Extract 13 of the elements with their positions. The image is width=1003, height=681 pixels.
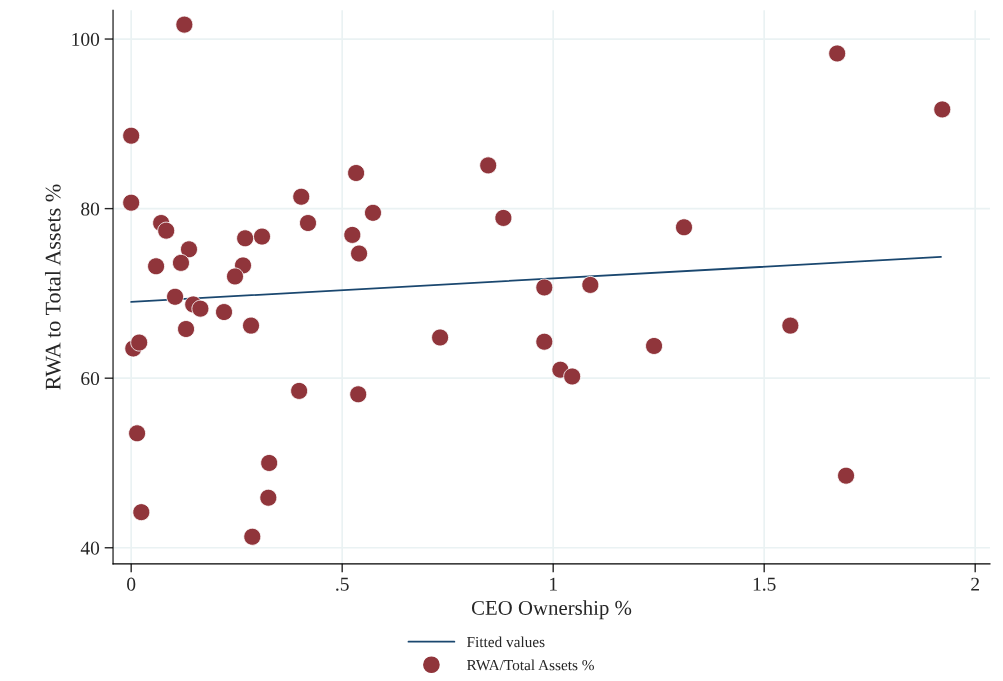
x-tick-label: 1.5 — [753, 577, 776, 591]
y-tick-label: 60 — [81, 372, 100, 386]
legend-label: Fitted values — [466, 636, 545, 648]
y-tick-label: 100 — [72, 32, 100, 46]
y-axis-title: RWA to Total Assets % — [44, 184, 61, 390]
x-tick-label: 2 — [971, 577, 979, 591]
y-tick-label: 80 — [81, 202, 100, 216]
y-tick-label: 40 — [80, 541, 100, 555]
x-tick-label: 0 — [127, 577, 136, 591]
x-tick-label: .5 — [336, 577, 349, 591]
x-tick-label: 1 — [550, 577, 557, 591]
x-axis-title: CEO Ownership % — [471, 600, 632, 620]
legend-label: RWA/Total Assets % — [466, 659, 594, 671]
